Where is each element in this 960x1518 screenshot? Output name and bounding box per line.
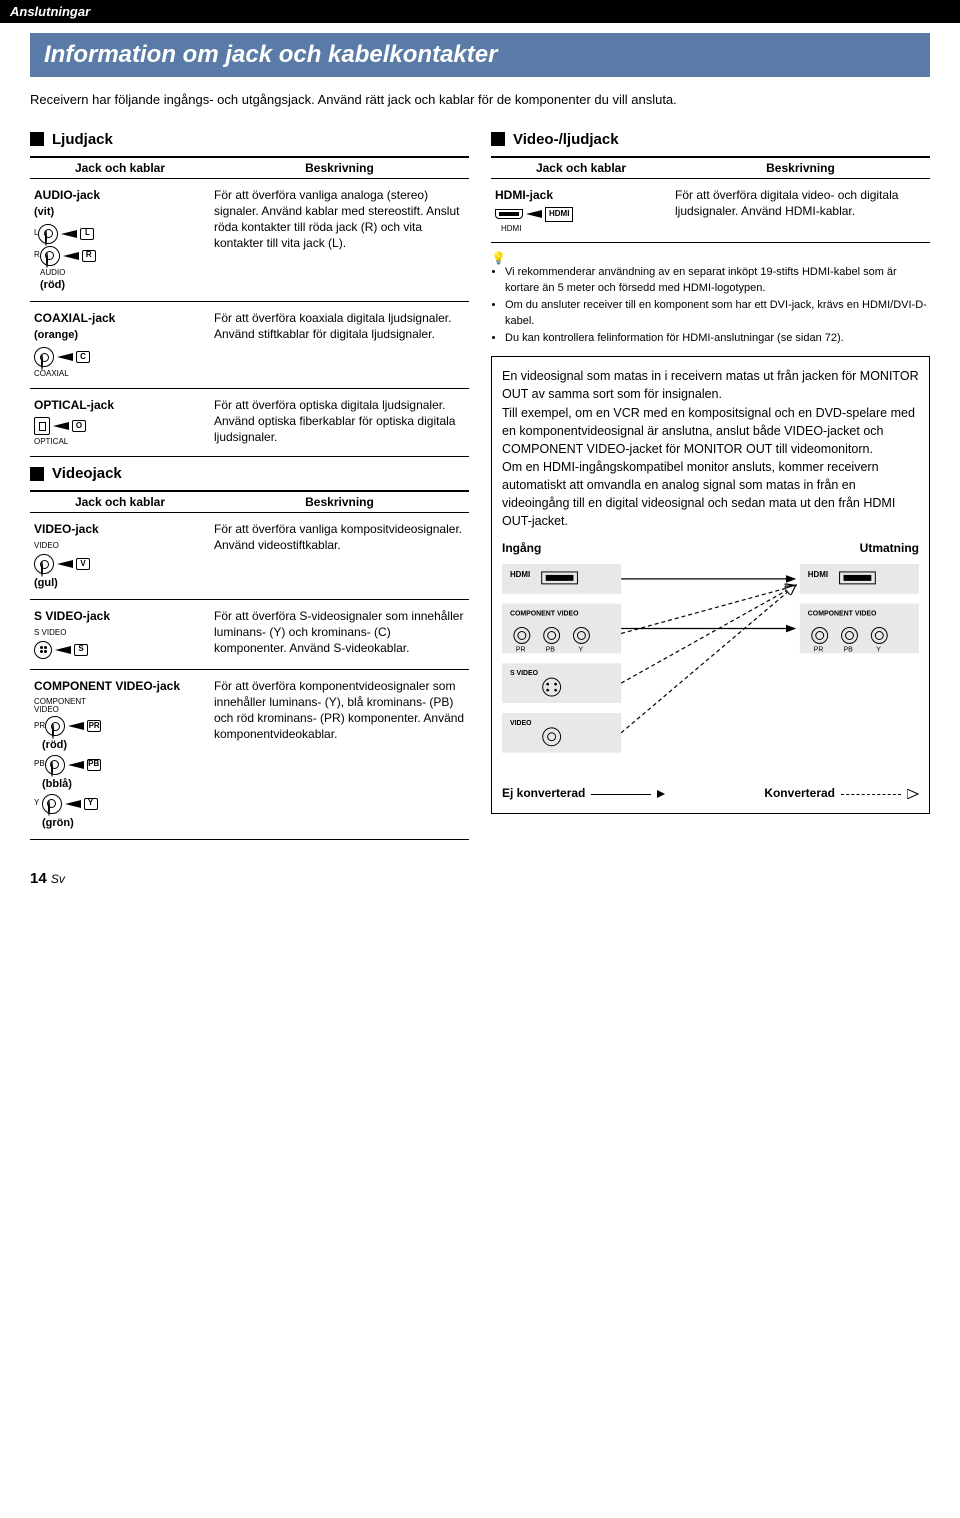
video-jack-table: Jack och kablarBeskrivning VIDEO-jack VI… [30, 490, 469, 840]
svg-text:PB: PB [844, 646, 854, 653]
routing-svg: HDMI COMPONENT VIDEO PR PB Y S VIDEO [502, 564, 919, 773]
routing-legend: Ej konverterad Konverterad [502, 785, 919, 802]
row-coaxial-jack: COAXIAL-jack (orange) C COAXIAL För att … [30, 302, 469, 389]
tips-block: 💡 Vi rekommenderar användning av en sepa… [491, 251, 930, 346]
hdmi-jack-table: Jack och kablarBeskrivning HDMI-jack HDM… [491, 156, 930, 244]
svg-text:COMPONENT VIDEO: COMPONENT VIDEO [510, 610, 579, 617]
row-video-jack: VIDEO-jack VIDEO V (gul) För att överför… [30, 513, 469, 600]
svg-text:PR: PR [814, 646, 824, 653]
row-hdmi-jack: HDMI-jack HDMI HDMI För att överföra dig… [491, 178, 930, 243]
svg-text:Y: Y [578, 646, 583, 653]
svg-text:PR: PR [516, 646, 526, 653]
intro-text: Receivern har följande ingångs- och utgå… [30, 91, 930, 109]
audio-jack-table: Jack och kablarBeskrivning AUDIO-jack (v… [30, 156, 469, 457]
page-title: Information om jack och kabelkontakter [30, 33, 930, 77]
left-column: Ljudjack Jack och kablarBeskrivning AUDI… [30, 123, 469, 840]
routing-diagram: IngångUtmatning HDMI COMPONENT VIDEO PR … [502, 540, 919, 802]
svg-text:PB: PB [546, 646, 556, 653]
svg-text:HDMI: HDMI [510, 570, 530, 579]
svg-text:COMPONENT VIDEO: COMPONENT VIDEO [808, 610, 877, 617]
info-box: En videosignal som matas in i receivern … [491, 356, 930, 814]
section-video-ljudjack: Video-/ljudjack [491, 131, 930, 148]
page-number: 14 Sv [30, 870, 930, 887]
svg-text:VIDEO: VIDEO [510, 720, 532, 727]
row-optical-jack: OPTICAL-jack O OPTICAL För att överföra … [30, 389, 469, 457]
section-ljudjack: Ljudjack [30, 131, 469, 148]
svg-text:Y: Y [876, 646, 881, 653]
right-column: Video-/ljudjack Jack och kablarBeskrivni… [491, 123, 930, 840]
section-header: Anslutningar [0, 0, 960, 23]
lightbulb-icon: 💡 [491, 251, 506, 265]
svg-text:S VIDEO: S VIDEO [510, 670, 539, 677]
row-audio-jack: AUDIO-jack (vit) LL RR AUDIO (röd) För a… [30, 178, 469, 302]
row-component-jack: COMPONENT VIDEO-jack COMPONENT VIDEO PRP… [30, 669, 469, 839]
section-videojack: Videojack [30, 465, 469, 482]
row-svideo-jack: S VIDEO-jack S VIDEO S För att överföra … [30, 599, 469, 669]
svg-text:HDMI: HDMI [808, 570, 828, 579]
